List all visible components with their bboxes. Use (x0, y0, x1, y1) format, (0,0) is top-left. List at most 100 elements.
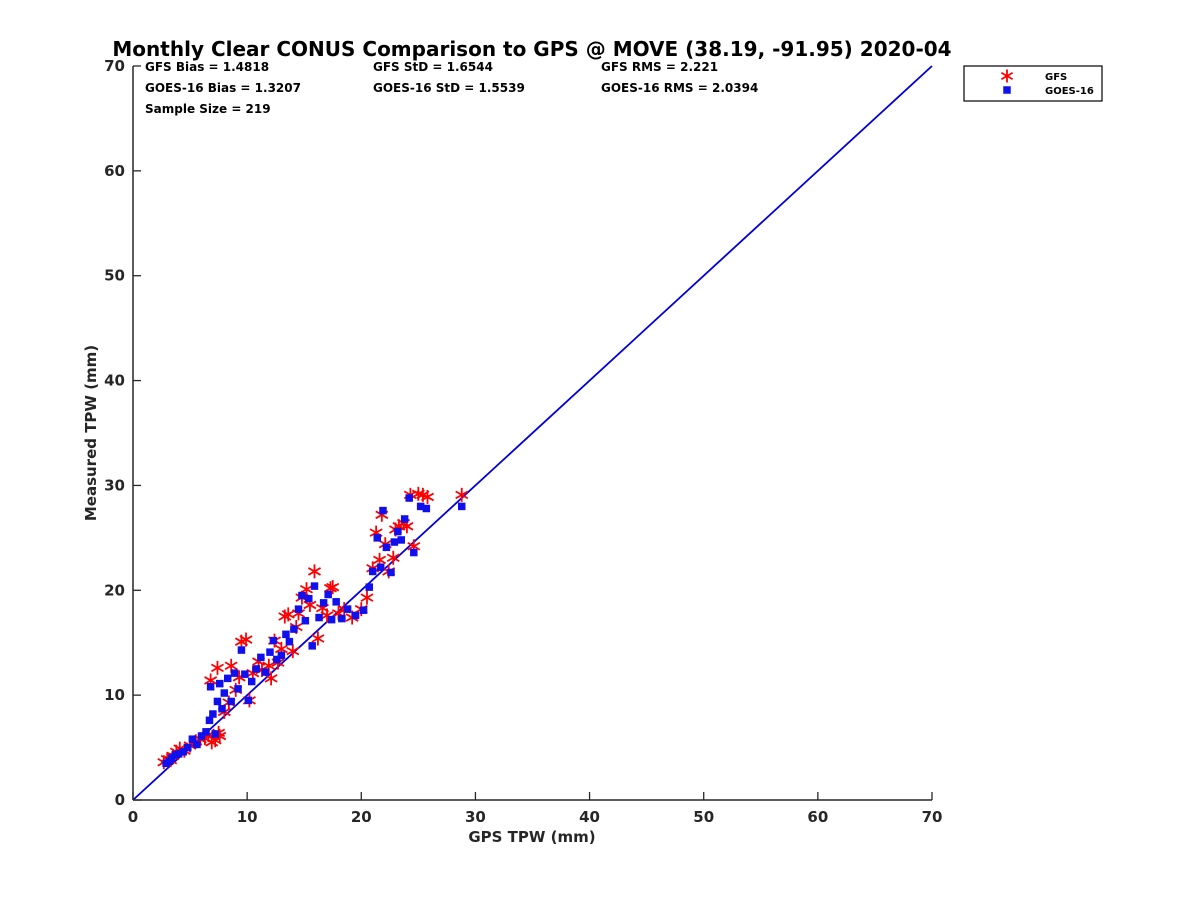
goes16-point (410, 548, 418, 557)
x-tick-label: 10 (237, 808, 258, 826)
goes16-point (324, 590, 332, 599)
goes16-point (227, 697, 235, 706)
y-tick-label: 0 (115, 791, 125, 809)
goes16-point (218, 705, 226, 713)
legend-goes16-marker (1003, 86, 1011, 94)
goes16-point (327, 615, 336, 624)
goes16-point (205, 716, 214, 725)
x-tick-label: 50 (693, 808, 714, 826)
goes16-point (285, 637, 294, 646)
goes16-point (184, 743, 192, 752)
chart-title: Monthly Clear CONUS Comparison to GPS @ … (112, 37, 951, 61)
one-to-one-line (132, 65, 933, 801)
goes16-point (277, 651, 286, 660)
goes16-point (269, 636, 278, 645)
goes16-point (365, 583, 374, 591)
goes16-point (390, 538, 399, 546)
goes16-point (397, 536, 405, 544)
stat-text: Sample Size = 219 (145, 102, 271, 116)
goes16-point (343, 605, 352, 613)
y-tick-label: 50 (104, 267, 125, 285)
plot-area (132, 65, 933, 801)
goes16-point (373, 534, 382, 542)
x-axis-label: GPS TPW (mm) (468, 828, 595, 846)
goes16-point (394, 527, 402, 536)
goes16-point (273, 655, 281, 664)
goes16-point (359, 606, 368, 614)
legend-gfs-marker (1000, 69, 1014, 83)
legend-box (963, 65, 1103, 102)
goes16-point (310, 582, 319, 590)
goes16-point (382, 543, 391, 552)
goes16-point (188, 735, 197, 743)
gfs-point (455, 487, 469, 502)
goes16-point (237, 646, 246, 654)
stat-text: GOES-16 RMS = 2.0394 (601, 81, 758, 95)
goes16-point (261, 668, 270, 676)
goes16-point (223, 674, 232, 683)
goes16-point (298, 591, 306, 600)
gfs-point (299, 582, 314, 597)
gfs-point (264, 671, 278, 686)
goes16-point (332, 598, 340, 606)
gfs-point (360, 590, 374, 605)
series-gfs (157, 486, 469, 770)
legend-label: GOES-16 (1045, 86, 1094, 97)
goes16-point (305, 594, 313, 603)
gfs-point (239, 632, 253, 647)
gfs-point (281, 607, 295, 622)
stat-text: GFS Bias = 1.4818 (145, 60, 269, 74)
series-goes-16 (162, 494, 466, 768)
goes16-point (179, 748, 187, 756)
legend-label: GFS (1045, 72, 1067, 83)
x-tick-label: 70 (922, 808, 943, 826)
goes16-point (368, 567, 377, 576)
goes16-point (206, 683, 215, 691)
x-ticks: 0 10 20 30 40 50 60 70 (128, 792, 943, 826)
goes16-point (290, 625, 298, 633)
goes16-point (213, 697, 222, 706)
x-tick-label: 40 (579, 808, 600, 826)
goes16-point (379, 506, 387, 515)
gfs-point (420, 489, 435, 504)
stat-text: GFS StD = 1.6544 (373, 60, 493, 74)
stat-text: GOES-16 Bias = 1.3207 (145, 81, 301, 95)
x-tick-label: 30 (465, 808, 486, 826)
legend: GFS GOES-16 (963, 65, 1103, 102)
y-ticks: 0 10 20 30 40 50 60 70 (104, 57, 141, 809)
goes16-point (209, 710, 217, 718)
y-tick-label: 10 (104, 686, 125, 704)
goes16-point (244, 696, 253, 705)
goes16-point (202, 728, 210, 736)
gfs-point (386, 550, 400, 565)
goes16-point (215, 679, 224, 688)
stat-text: GOES-16 StD = 1.5539 (373, 81, 525, 95)
goes16-point (315, 613, 323, 622)
goes16-point (174, 750, 183, 758)
y-tick-label: 20 (104, 581, 125, 599)
goes16-point (308, 642, 316, 650)
goes16-point (338, 614, 346, 623)
goes16-point (282, 630, 290, 639)
goes16-point (193, 740, 201, 749)
goes16-point (257, 653, 265, 662)
x-tick-label: 0 (128, 808, 138, 826)
goes16-point (230, 669, 239, 677)
goes16-point (220, 689, 229, 697)
goes16-point (241, 670, 249, 678)
gfs-point (210, 660, 224, 675)
y-tick-label: 40 (104, 372, 125, 390)
goes16-point (416, 502, 425, 511)
stats-annotations: GFS Bias = 1.4818 GFS StD = 1.6544 GFS RMS… (145, 60, 758, 116)
x-tick-label: 20 (351, 808, 372, 826)
gfs-point (286, 644, 300, 659)
x-tick-label: 60 (807, 808, 828, 826)
gfs-point (307, 564, 321, 579)
goes16-point (252, 665, 261, 673)
goes16-point (387, 568, 395, 577)
goes16-point (351, 611, 360, 620)
goes16-point (247, 677, 256, 686)
goes16-point (422, 504, 431, 513)
goes16-point (197, 732, 206, 740)
